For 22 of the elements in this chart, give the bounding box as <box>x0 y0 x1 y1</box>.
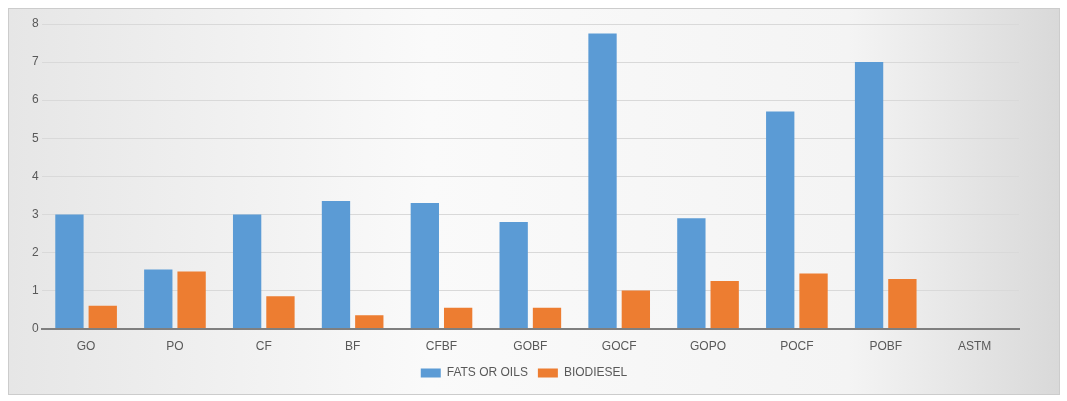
x-tick-label: GOBF <box>513 339 548 354</box>
y-tick-label: 0 <box>31 320 39 335</box>
x-tick-label: CF <box>255 339 272 354</box>
x-tick-label: GOCF <box>601 339 637 354</box>
x-tick-label: BF <box>344 339 361 354</box>
x-tick-label: POBF <box>869 339 903 354</box>
x-tick-label: PO <box>166 339 184 354</box>
x-tick-label: ASTM <box>957 339 992 354</box>
y-tick-label: 1 <box>31 282 39 297</box>
legend-label: BIODIESEL <box>563 365 628 380</box>
x-tick-label: GOPO <box>690 339 727 354</box>
y-tick-label: 2 <box>31 244 39 259</box>
y-tick-label: 7 <box>31 54 39 69</box>
y-tick-label: 6 <box>31 92 39 107</box>
x-tick-label: CFBF <box>425 339 458 354</box>
x-tick-label: GO <box>76 339 96 354</box>
y-tick-label: 4 <box>31 168 39 183</box>
y-tick-label: 5 <box>31 130 39 145</box>
y-tick-label: 8 <box>31 16 39 31</box>
y-tick-label: 3 <box>31 206 39 221</box>
legend-label: FATS OR OILS <box>446 365 528 380</box>
x-tick-label: POCF <box>780 339 814 354</box>
